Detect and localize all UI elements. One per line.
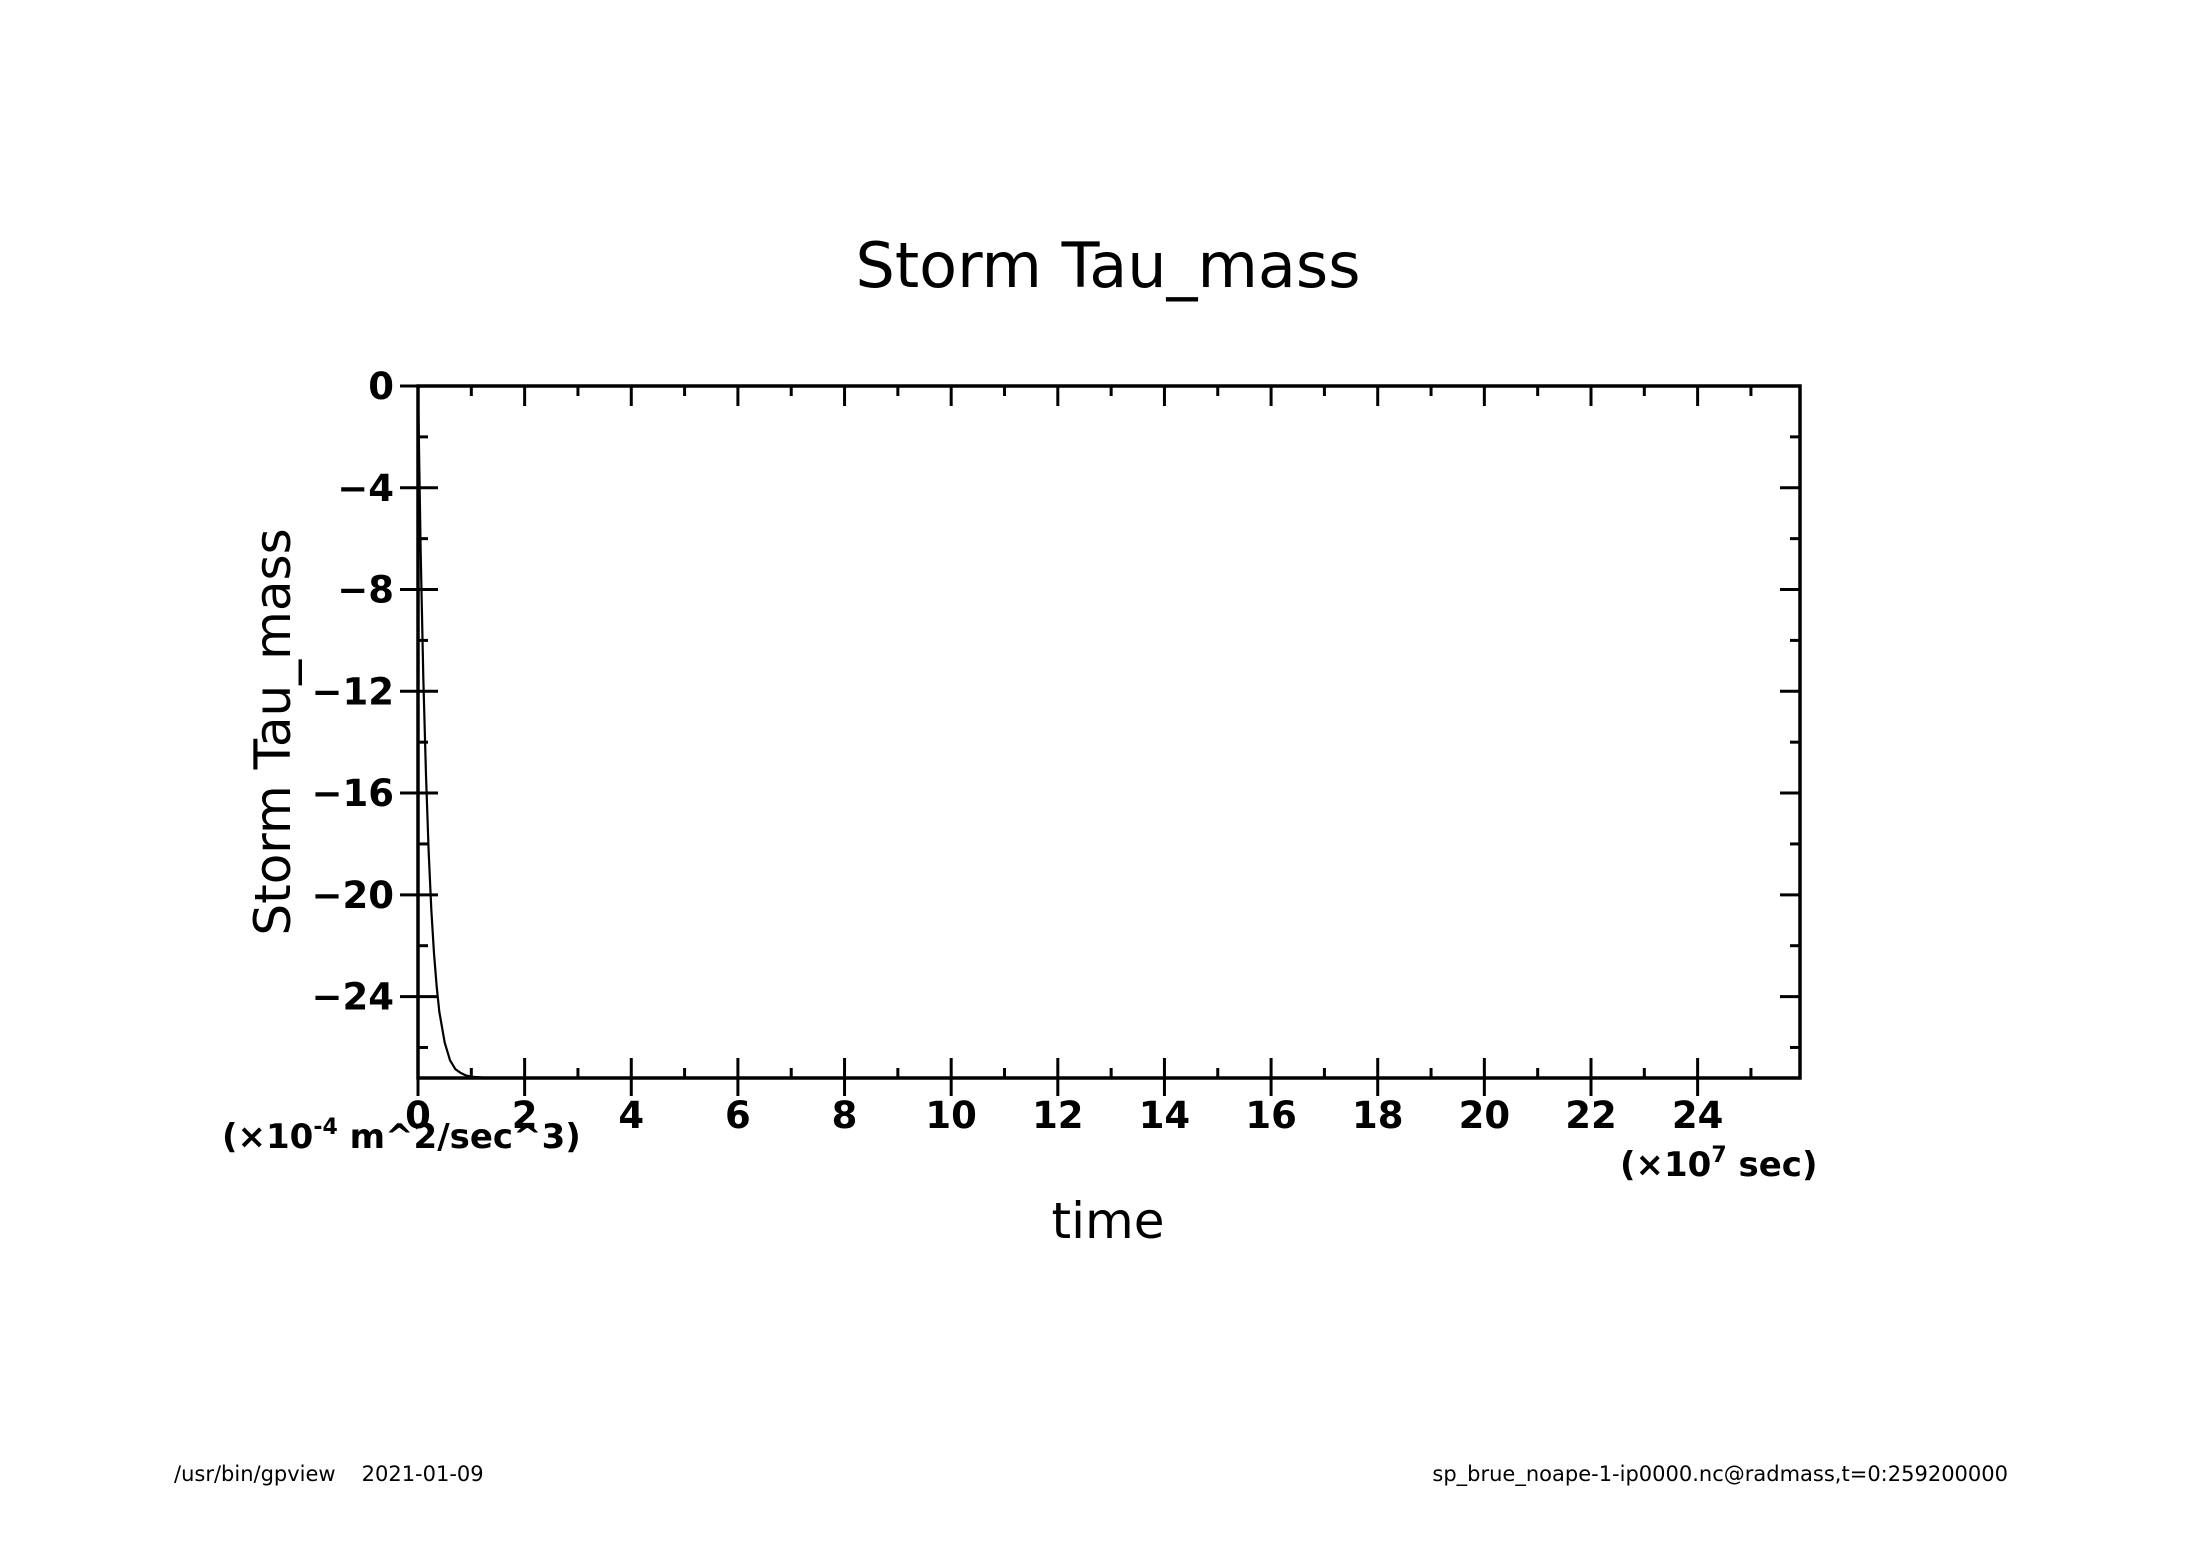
x-tick-label: 24	[1672, 1094, 1724, 1137]
y-axis-ticks: 0 −4 −8 −12 −16 −20 −24	[312, 365, 1800, 1049]
footer-source: sp_brue_noape-1-ip0000.nc@radmass,t=0:25…	[1432, 1462, 2008, 1486]
footer-left: /usr/bin/gpview 2021-01-09	[174, 1462, 484, 1486]
y-tick-label: −8	[337, 569, 394, 612]
x-tick-label: 12	[1032, 1094, 1084, 1137]
x-tick-label: 16	[1245, 1094, 1297, 1137]
x-tick-label: 0	[405, 1094, 431, 1137]
chart-title: Storm Tau_mass	[856, 229, 1361, 302]
y-tick-label: −24	[312, 976, 395, 1019]
series-line	[416, 385, 1800, 1080]
x-axis-label: time	[1052, 1192, 1165, 1250]
y-tick-label: −20	[312, 874, 395, 917]
x-axis-unit: (×107 sec)	[1620, 1143, 1817, 1185]
y-axis-unit: (×10-4 m^2/sec^3)	[222, 1115, 581, 1157]
x-tick-label: 8	[832, 1094, 858, 1137]
y-tick-label: −4	[337, 467, 394, 510]
x-tick-label: 22	[1565, 1094, 1617, 1137]
footer-program: /usr/bin/gpview	[174, 1462, 336, 1486]
y-tick-label: −16	[312, 772, 395, 815]
x-tick-label: 2	[512, 1094, 538, 1137]
x-tick-label: 14	[1139, 1094, 1191, 1137]
x-tick-label: 10	[925, 1094, 977, 1137]
x-axis-ticks: 0 2 4 6 8 10 12 14 16 18 20 22 24	[405, 386, 1753, 1137]
footer-date: 2021-01-09	[361, 1462, 484, 1486]
plot-frame	[416, 384, 1802, 1080]
x-tick-label: 18	[1352, 1094, 1404, 1137]
y-tick-label: 0	[368, 365, 394, 408]
y-axis-label: Storm Tau_mass	[244, 528, 302, 935]
y-tick-label: −12	[312, 670, 395, 713]
x-tick-label: 6	[725, 1094, 751, 1137]
x-tick-label: 20	[1459, 1094, 1511, 1137]
x-tick-label: 4	[618, 1094, 644, 1137]
